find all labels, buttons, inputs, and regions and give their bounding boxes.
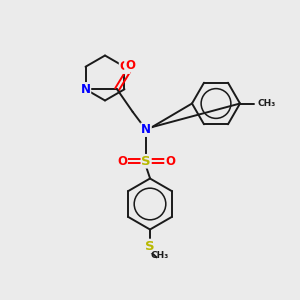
Text: N: N [80, 83, 91, 96]
Text: O: O [125, 59, 135, 72]
Text: O: O [165, 155, 175, 168]
Text: CH₃: CH₃ [257, 99, 276, 108]
Text: S: S [141, 155, 151, 168]
Text: CH₃: CH₃ [151, 250, 169, 260]
Text: N: N [141, 123, 151, 136]
Text: O: O [117, 155, 127, 168]
Text: S: S [145, 239, 155, 253]
Text: O: O [119, 60, 130, 73]
